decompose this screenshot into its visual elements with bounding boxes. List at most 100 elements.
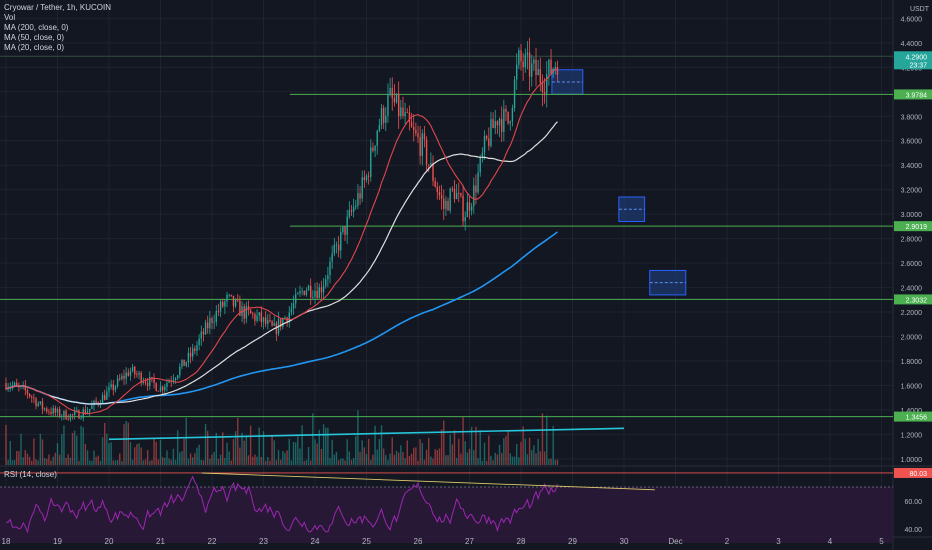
- candle-body: [13, 382, 16, 386]
- candle-body: [121, 375, 123, 380]
- volume-bar: [372, 454, 374, 465]
- volume-bar: [397, 452, 400, 465]
- candle-body: [468, 202, 471, 211]
- volume-bar: [28, 456, 31, 465]
- candle-body: [505, 109, 507, 112]
- volume-bar: [458, 438, 460, 465]
- volume-bar: [219, 454, 222, 465]
- candle-body: [382, 107, 385, 123]
- candle-body: [372, 147, 374, 151]
- volume-bar: [69, 457, 72, 465]
- candle-body: [179, 366, 181, 376]
- volume-bar: [37, 460, 39, 465]
- candle-body: [378, 125, 381, 131]
- candle-body: [406, 112, 408, 114]
- volume-bar: [91, 460, 93, 465]
- candle-body: [524, 54, 526, 68]
- candle-body: [149, 376, 151, 386]
- volume-bar: [511, 456, 514, 465]
- ma50-legend[interactable]: MA (50, close, 0): [4, 33, 65, 42]
- candle-body: [458, 192, 460, 194]
- candle-body: [191, 348, 194, 357]
- volume-bar: [179, 452, 181, 465]
- candle-body: [48, 411, 50, 413]
- volume-bar: [556, 459, 559, 465]
- volume-bar: [226, 442, 228, 465]
- volume-bar: [63, 425, 65, 465]
- volume-bar: [449, 434, 451, 465]
- candle-body: [200, 331, 202, 339]
- candle-body: [385, 115, 387, 123]
- candle-body: [337, 244, 340, 251]
- candle-body: [243, 306, 245, 319]
- volume-bar: [267, 456, 269, 465]
- ma20-legend[interactable]: MA (20, close, 0): [4, 43, 65, 52]
- volume-bar: [200, 459, 202, 465]
- candle-body: [282, 318, 284, 327]
- volume-bar: [376, 449, 378, 465]
- volume-bar: [337, 460, 340, 465]
- candle-body: [204, 322, 207, 335]
- candle-body: [33, 397, 35, 399]
- symbol-title[interactable]: Cryowar / Tether, 1h, KUCOIN: [4, 3, 111, 12]
- candle-body: [541, 82, 544, 93]
- volume-bar: [485, 460, 488, 465]
- time-tick-label: 30: [620, 537, 629, 546]
- candle-body: [485, 136, 488, 139]
- ma200-legend[interactable]: MA (200, close, 0): [4, 23, 69, 32]
- volume-bar: [507, 431, 509, 465]
- candle-body: [209, 318, 211, 329]
- candle-body: [419, 137, 421, 156]
- volume-bar: [277, 449, 280, 465]
- candle-body: [84, 409, 87, 414]
- volume-bar: [43, 457, 46, 465]
- candle-body: [37, 403, 39, 407]
- price-tick-label: 2.8000: [901, 237, 923, 244]
- volume-bar: [97, 455, 99, 465]
- volume-bar: [279, 459, 282, 465]
- volume-bar: [183, 438, 185, 465]
- volume-bar: [185, 417, 187, 465]
- candle-body: [447, 200, 449, 211]
- time-tick-label: 3: [776, 537, 781, 546]
- vol-legend[interactable]: Vol: [4, 13, 16, 22]
- volume-bar: [543, 451, 546, 465]
- volume-bar: [479, 430, 481, 465]
- candle-body: [58, 409, 61, 417]
- volume-bar: [428, 437, 430, 465]
- candle-body: [320, 287, 323, 293]
- volume-bar: [329, 458, 331, 465]
- volume-bar: [331, 439, 333, 465]
- candle-body: [548, 59, 550, 75]
- candle-body: [252, 313, 254, 315]
- candle-body: [408, 112, 411, 123]
- candle-body: [423, 133, 426, 140]
- time-tick-label: Dec: [668, 537, 682, 546]
- candle-body: [134, 366, 136, 375]
- candle-body: [400, 107, 402, 117]
- volume-bar: [425, 449, 428, 465]
- time-axis[interactable]: 18 19 20 21 22 23 24 25 26 27 28 29 30 Dec 2 3 4 5: [2, 537, 885, 546]
- candle-body: [151, 376, 153, 378]
- candle-body: [554, 66, 557, 69]
- volume-bar: [335, 451, 338, 465]
- volume-bar: [204, 424, 207, 465]
- trend-line[interactable]: [108, 427, 625, 441]
- candle-body: [52, 408, 54, 414]
- volume-bar: [215, 432, 217, 465]
- volume-bar: [166, 450, 168, 465]
- candlesticks: [5, 37, 559, 422]
- time-tick-label: 5: [879, 537, 884, 546]
- candle-body: [355, 205, 357, 208]
- volume-bar: [264, 460, 267, 465]
- volume-bar: [400, 445, 402, 465]
- candle-body: [232, 295, 235, 307]
- volume-bar: [114, 460, 117, 465]
- price-axis[interactable]: 4.60004.40004.20004.00003.80003.60003.40…: [894, 16, 932, 534]
- time-tick-label: 27: [465, 537, 474, 546]
- volume-bar: [41, 439, 44, 465]
- rsi-legend[interactable]: RSI (14, close): [4, 470, 57, 479]
- volume-bar: [106, 433, 108, 465]
- volume-bar: [7, 459, 9, 465]
